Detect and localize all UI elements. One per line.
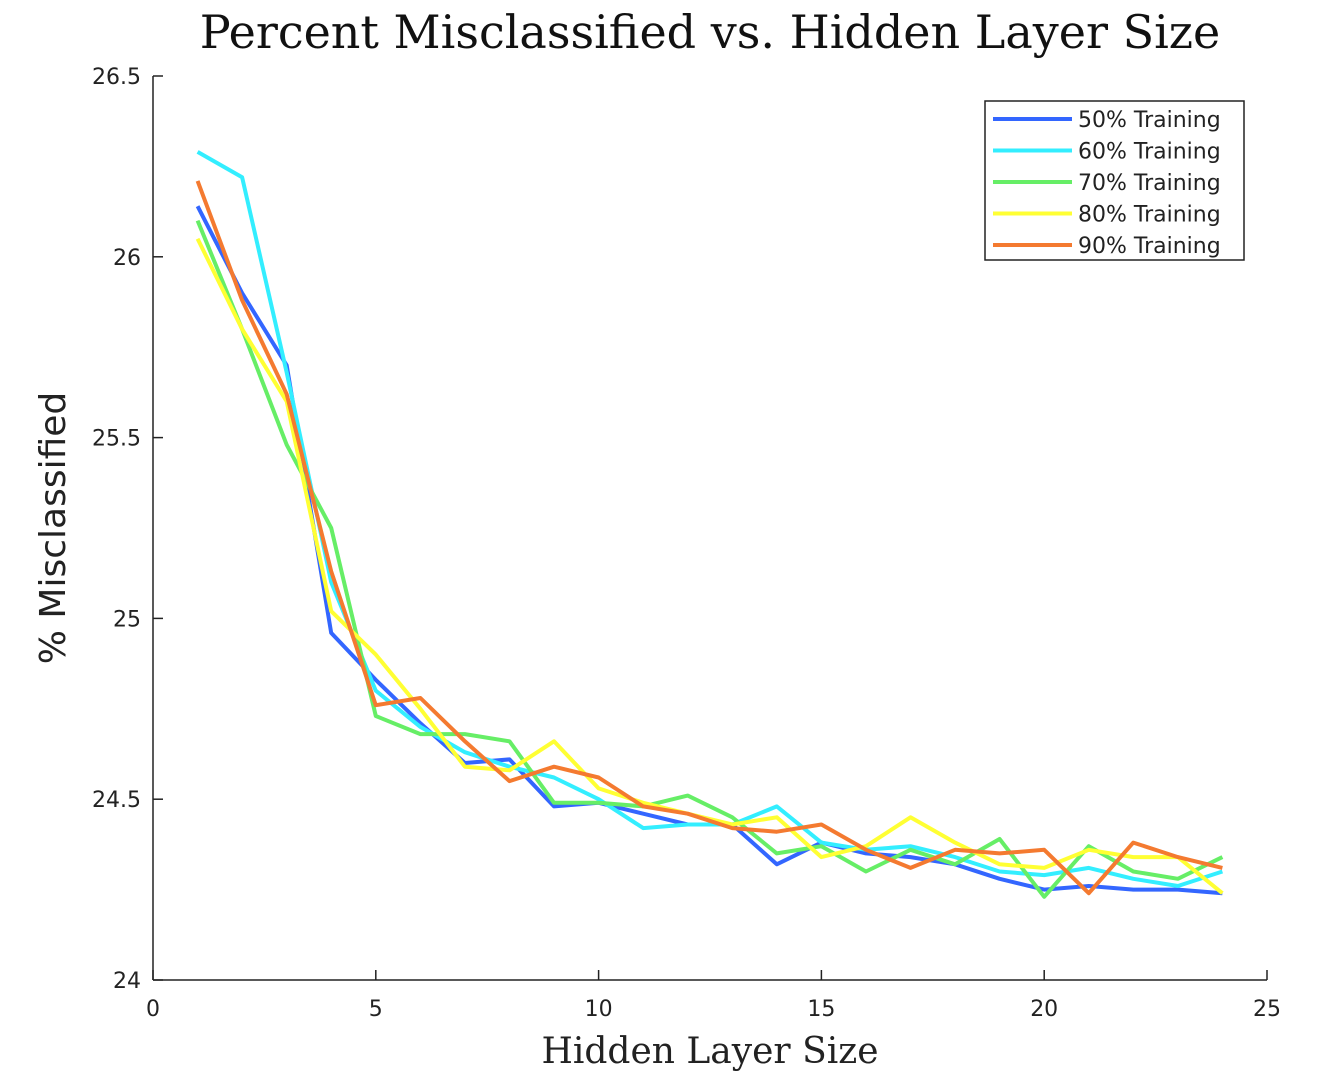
series-line-60-training <box>196 150 1224 888</box>
x-axis-label: Hidden Layer Size <box>541 1031 878 1072</box>
y-tick-label: 26 <box>113 246 141 271</box>
x-ticks: 0 5 10 15 20 25 <box>146 970 1281 1022</box>
legend-label-70-training: 70% Training <box>1078 171 1221 196</box>
legend-label-90-training: 90% Training <box>1078 234 1221 259</box>
plot-area: 0 5 10 15 20 25 24 24.5 25 25.5 26 26.5 <box>92 65 1281 1022</box>
y-tick-label: 25.5 <box>92 427 141 452</box>
x-tick-label: 20 <box>1030 997 1058 1022</box>
x-tick-label: 5 <box>369 997 383 1022</box>
y-tick-label: 24.5 <box>92 788 141 813</box>
y-tick-label: 24 <box>113 969 141 994</box>
legend-label-80-training: 80% Training <box>1078 203 1221 228</box>
series-line-90-training <box>195 180 1223 896</box>
x-tick-label: 0 <box>146 997 160 1022</box>
y-axis-label: % Misclassified <box>33 392 74 665</box>
x-tick-label: 25 <box>1253 997 1281 1022</box>
y-tick-label: 26.5 <box>92 65 141 90</box>
y-ticks: 24 24.5 25 25.5 26 26.5 <box>92 65 163 994</box>
chart-title: Percent Misclassified vs. Hidden Layer S… <box>200 5 1221 59</box>
y-tick-label: 25 <box>113 607 141 632</box>
x-tick-label: 10 <box>585 997 613 1022</box>
series-group <box>195 150 1224 899</box>
legend-label-60-training: 60% Training <box>1078 140 1221 165</box>
legend-label-50-training: 50% Training <box>1078 108 1221 133</box>
legend-items: 50% Training 60% Training 70% Training 80% … <box>993 108 1221 259</box>
legend: 50% Training 60% Training 70% Training 80% … <box>984 100 1245 261</box>
x-tick-label: 15 <box>807 997 835 1022</box>
